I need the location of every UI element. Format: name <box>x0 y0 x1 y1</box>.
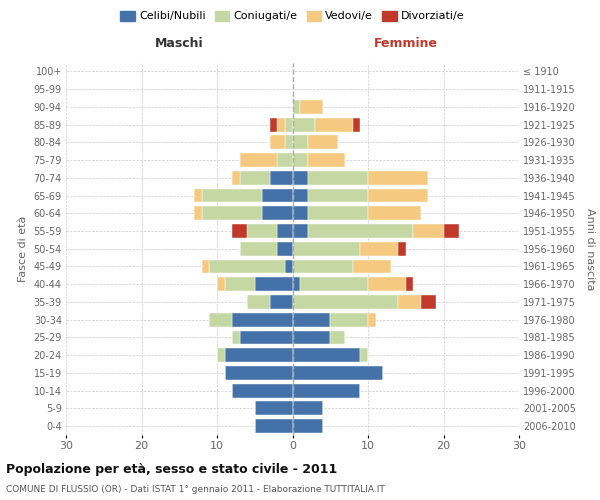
Bar <box>293 402 323 415</box>
Bar <box>277 224 293 238</box>
Bar <box>262 206 293 220</box>
Bar <box>285 136 293 149</box>
Bar <box>293 330 330 344</box>
Bar <box>300 278 368 291</box>
Bar <box>202 188 262 202</box>
Bar <box>308 188 368 202</box>
Bar <box>224 278 255 291</box>
Bar <box>368 171 428 184</box>
Bar <box>406 278 413 291</box>
Bar <box>270 118 277 132</box>
Bar <box>361 348 368 362</box>
Bar <box>270 171 293 184</box>
Bar <box>293 419 323 433</box>
Bar <box>330 313 368 326</box>
Bar <box>209 313 232 326</box>
Bar <box>285 260 293 274</box>
Text: Popolazione per età, sesso e stato civile - 2011: Popolazione per età, sesso e stato civil… <box>6 462 337 475</box>
Bar <box>308 136 338 149</box>
Bar <box>308 153 346 167</box>
Bar <box>293 171 308 184</box>
Bar <box>293 348 361 362</box>
Text: Maschi: Maschi <box>155 37 203 50</box>
Bar <box>308 171 368 184</box>
Bar <box>239 242 277 256</box>
Bar <box>368 188 428 202</box>
Bar <box>232 224 247 238</box>
Bar <box>293 260 353 274</box>
Bar <box>293 118 315 132</box>
Bar <box>285 118 293 132</box>
Bar <box>247 295 270 309</box>
Bar <box>398 295 421 309</box>
Text: COMUNE DI FLUSSIO (OR) - Dati ISTAT 1° gennaio 2011 - Elaborazione TUTTITALIA.IT: COMUNE DI FLUSSIO (OR) - Dati ISTAT 1° g… <box>6 485 385 494</box>
Y-axis label: Anni di nascita: Anni di nascita <box>586 208 595 290</box>
Bar <box>277 118 285 132</box>
Bar <box>202 206 262 220</box>
Bar <box>277 153 293 167</box>
Bar <box>270 136 285 149</box>
Bar <box>353 118 361 132</box>
Bar <box>209 260 285 274</box>
Bar <box>293 278 300 291</box>
Bar <box>293 136 308 149</box>
Bar <box>224 348 293 362</box>
Bar <box>255 402 293 415</box>
Bar <box>293 188 308 202</box>
Bar <box>247 224 277 238</box>
Bar <box>293 295 398 309</box>
Bar <box>308 224 413 238</box>
Bar <box>239 171 270 184</box>
Bar <box>293 384 361 398</box>
Bar <box>202 260 209 274</box>
Bar <box>293 153 308 167</box>
Bar <box>217 348 224 362</box>
Bar <box>217 278 224 291</box>
Bar <box>255 419 293 433</box>
Bar <box>293 242 361 256</box>
Legend: Celibi/Nubili, Coniugati/e, Vedovi/e, Divorziati/e: Celibi/Nubili, Coniugati/e, Vedovi/e, Di… <box>118 8 467 24</box>
Bar <box>293 224 308 238</box>
Bar <box>224 366 293 380</box>
Bar <box>239 330 293 344</box>
Bar <box>270 295 293 309</box>
Bar <box>262 188 293 202</box>
Bar <box>255 278 293 291</box>
Bar <box>368 206 421 220</box>
Bar <box>330 330 346 344</box>
Bar <box>368 278 406 291</box>
Text: Femmine: Femmine <box>374 37 438 50</box>
Bar <box>293 313 330 326</box>
Bar <box>361 242 398 256</box>
Bar <box>315 118 353 132</box>
Y-axis label: Fasce di età: Fasce di età <box>18 216 28 282</box>
Bar <box>239 153 277 167</box>
Bar <box>293 366 383 380</box>
Bar <box>353 260 391 274</box>
Bar <box>398 242 406 256</box>
Bar <box>293 206 308 220</box>
Bar <box>277 242 293 256</box>
Bar <box>413 224 443 238</box>
Bar <box>421 295 436 309</box>
Bar <box>443 224 458 238</box>
Bar <box>232 330 239 344</box>
Bar <box>194 206 202 220</box>
Bar <box>368 313 376 326</box>
Bar <box>232 313 293 326</box>
Bar <box>232 384 293 398</box>
Bar <box>300 100 323 114</box>
Bar <box>293 100 300 114</box>
Bar <box>194 188 202 202</box>
Bar <box>308 206 368 220</box>
Bar <box>232 171 239 184</box>
